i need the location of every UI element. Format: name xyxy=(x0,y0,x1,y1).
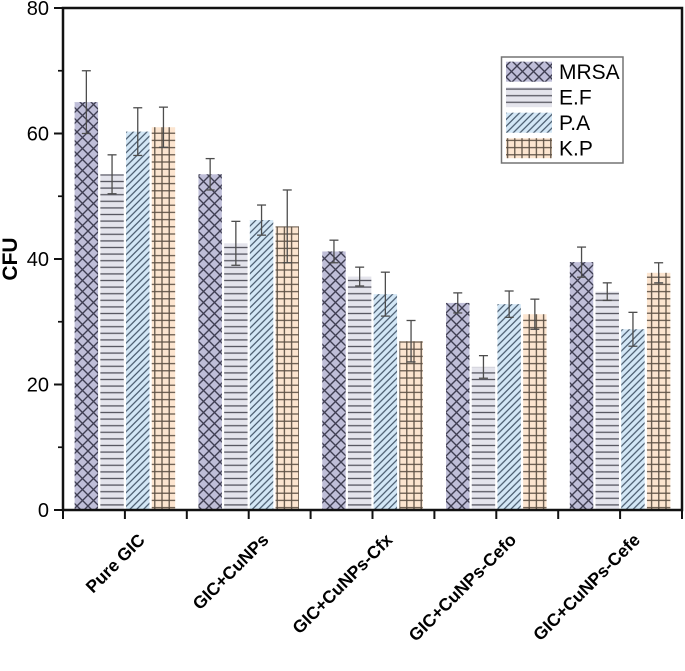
error-bars-layer xyxy=(81,70,664,379)
legend-entry-mrsa: MRSA xyxy=(506,61,620,84)
legend-entry-k-p: K.P xyxy=(506,138,593,161)
error-bar-p-a-gic-cunps xyxy=(257,204,267,236)
error-bar-e-f-gic-cunps xyxy=(231,220,241,266)
legend-label-p-a: P.A xyxy=(559,112,590,135)
bar-hatch-e-f-gic-cunps-cefe xyxy=(595,291,619,510)
error-bar-k-p-gic-cunps xyxy=(282,189,292,264)
bar-hatch-mrsa-gic-cunps-cefe xyxy=(569,262,594,510)
bar-group-pure-gic xyxy=(74,102,176,510)
legend: MRSA E.FP.A K.P xyxy=(500,56,624,164)
bar-hatch-k-p-gic-cunps xyxy=(275,226,299,510)
error-bar-p-a-gic-cunps-cefo xyxy=(504,290,514,319)
bar-hatch-p-a-gic-cunps-cefe xyxy=(621,329,645,510)
bar-hatch-e-f-pure-gic xyxy=(100,174,124,510)
error-bar-k-p-pure-gic xyxy=(158,106,168,148)
bar-hatch-k-p-pure-gic xyxy=(151,127,176,510)
bar-hatch-e-f-gic-cunps xyxy=(224,243,248,510)
y-tick-label: 0 xyxy=(38,500,49,522)
bar-hatch-e-f-gic-cunps-cefo xyxy=(471,366,496,510)
error-bar-mrsa-gic-cunps xyxy=(205,157,215,191)
error-bar-p-a-gic-cunps-cefe xyxy=(628,311,638,347)
error-bar-k-p-gic-cunps-cfx xyxy=(406,319,416,363)
y-axis-title: CFU xyxy=(0,237,22,280)
error-bar-k-p-gic-cunps-cefo xyxy=(530,298,540,330)
legend-swatch-hatch-mrsa xyxy=(506,61,552,82)
bar-hatch-mrsa-gic-cunps xyxy=(198,174,222,510)
bar-group-gic-cunps xyxy=(198,174,299,510)
error-bar-e-f-pure-gic xyxy=(107,154,117,195)
bars-layer xyxy=(74,102,671,510)
bar-group-gic-cunps-cefo xyxy=(446,302,547,510)
legend-entry-p-a: P.A xyxy=(506,112,590,135)
legend-label-k-p: K.P xyxy=(559,138,593,161)
x-axis: Pure GIC GIC+CuNPs GIC+CuNPs-Cfx GIC+CuNPs-… xyxy=(62,510,683,646)
error-bar-mrsa-gic-cunps-cefo xyxy=(453,292,463,314)
x-category-label-gic-cunps-cfx: GIC+CuNPs-Cfx xyxy=(288,530,396,638)
x-category-label-gic-cunps: GIC+CuNPs xyxy=(189,529,273,613)
bar-hatch-p-a-gic-cunps-cefo xyxy=(497,304,521,510)
bar-hatch-p-a-gic-cunps xyxy=(249,220,274,510)
legend-entry-e-f: E.F xyxy=(506,87,592,110)
legend-swatch-hatch-k-p xyxy=(506,138,552,159)
x-category-label-gic-cunps-cefe: GIC+CuNPs-Cefe xyxy=(529,530,644,645)
y-tick-label: 20 xyxy=(27,375,49,397)
error-bar-mrsa-pure-gic xyxy=(81,70,91,135)
bar-hatch-k-p-gic-cunps-cefe xyxy=(646,272,671,510)
bar-hatch-mrsa-pure-gic xyxy=(74,102,99,510)
x-category-label-pure-gic: Pure GIC xyxy=(82,529,149,596)
legend-label-e-f: E.F xyxy=(559,87,592,110)
error-bar-mrsa-gic-cunps-cfx xyxy=(329,239,339,264)
bar-hatch-p-a-gic-cunps-cfx xyxy=(373,294,398,510)
y-tick-label: 80 xyxy=(27,0,49,20)
error-bar-e-f-gic-cunps-cfx xyxy=(355,266,365,287)
x-category-label-gic-cunps-cefo: GIC+CuNPs-Cefo xyxy=(405,530,521,646)
bar-group-gic-cunps-cfx xyxy=(322,251,423,510)
error-bar-p-a-gic-cunps-cfx xyxy=(380,271,390,317)
bar-hatch-p-a-pure-gic xyxy=(126,131,150,510)
y-tick-label: 60 xyxy=(27,124,49,146)
error-bar-mrsa-gic-cunps-cefe xyxy=(577,246,587,278)
error-bar-e-f-gic-cunps-cefe xyxy=(602,282,612,302)
bar-hatch-mrsa-gic-cunps-cefo xyxy=(446,302,470,510)
error-bar-e-f-gic-cunps-cefo xyxy=(478,354,488,379)
legend-label-mrsa: MRSA xyxy=(559,61,620,84)
bar-group-gic-cunps-cefe xyxy=(569,262,671,510)
error-bar-k-p-gic-cunps-cefe xyxy=(654,262,664,284)
legend-swatch-hatch-e-f xyxy=(506,87,552,108)
bar-hatch-k-p-gic-cunps-cfx xyxy=(399,341,423,510)
y-axis: 0 20 40 60 80 xyxy=(27,0,63,522)
error-bar-p-a-pure-gic xyxy=(133,107,143,157)
y-tick-label: 40 xyxy=(27,249,49,271)
bar-hatch-e-f-gic-cunps-cfx xyxy=(347,276,372,510)
bar-hatch-mrsa-gic-cunps-cfx xyxy=(322,251,346,510)
bar-hatch-k-p-gic-cunps-cefo xyxy=(523,314,547,510)
legend-swatch-hatch-p-a xyxy=(506,112,552,133)
